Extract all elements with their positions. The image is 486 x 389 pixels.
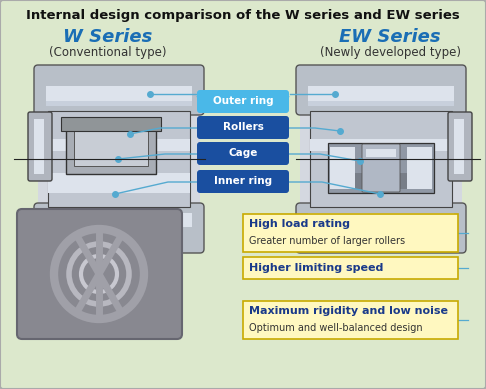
Text: Optimum and well-balanced design: Optimum and well-balanced design [249,323,423,333]
FancyBboxPatch shape [308,86,454,104]
FancyBboxPatch shape [34,203,204,253]
Text: Inner ring: Inner ring [214,176,272,186]
Text: Maximum rigidity and low noise: Maximum rigidity and low noise [249,306,448,316]
FancyBboxPatch shape [34,119,44,174]
FancyBboxPatch shape [243,301,458,339]
FancyBboxPatch shape [454,119,464,174]
FancyBboxPatch shape [407,147,432,189]
Text: Internal design comparison of the W series and EW series: Internal design comparison of the W seri… [26,9,460,21]
FancyBboxPatch shape [48,173,190,193]
Text: Cage: Cage [228,148,258,158]
FancyBboxPatch shape [46,101,192,106]
FancyBboxPatch shape [366,149,396,157]
Text: Rollers: Rollers [223,122,263,132]
FancyBboxPatch shape [46,213,192,227]
FancyBboxPatch shape [61,117,161,131]
FancyBboxPatch shape [310,111,452,207]
FancyBboxPatch shape [243,257,458,279]
Text: Greater number of larger rollers: Greater number of larger rollers [249,236,405,246]
FancyBboxPatch shape [17,209,182,339]
Text: EW Series: EW Series [339,28,441,46]
FancyBboxPatch shape [296,203,466,253]
Text: Higher limiting speed: Higher limiting speed [249,263,383,273]
FancyBboxPatch shape [355,173,407,189]
FancyBboxPatch shape [330,147,355,189]
FancyBboxPatch shape [66,119,156,174]
FancyBboxPatch shape [28,112,52,181]
FancyBboxPatch shape [300,111,462,207]
FancyBboxPatch shape [48,111,190,207]
FancyBboxPatch shape [308,213,454,227]
FancyBboxPatch shape [197,142,289,165]
FancyBboxPatch shape [197,90,289,113]
FancyBboxPatch shape [74,127,148,166]
FancyBboxPatch shape [448,112,472,181]
FancyBboxPatch shape [34,65,204,115]
Text: Outer ring: Outer ring [213,96,273,106]
Text: W Series: W Series [63,28,153,46]
FancyBboxPatch shape [308,101,454,106]
FancyBboxPatch shape [48,139,190,151]
FancyBboxPatch shape [197,116,289,139]
FancyBboxPatch shape [310,139,452,151]
Text: High load rating: High load rating [249,219,350,229]
FancyBboxPatch shape [197,170,289,193]
FancyBboxPatch shape [328,143,434,193]
FancyBboxPatch shape [362,144,400,192]
FancyBboxPatch shape [243,214,458,252]
Text: (Conventional type): (Conventional type) [49,46,167,58]
FancyBboxPatch shape [38,111,200,207]
FancyBboxPatch shape [46,86,192,104]
Text: (Newly developed type): (Newly developed type) [319,46,461,58]
FancyBboxPatch shape [296,65,466,115]
